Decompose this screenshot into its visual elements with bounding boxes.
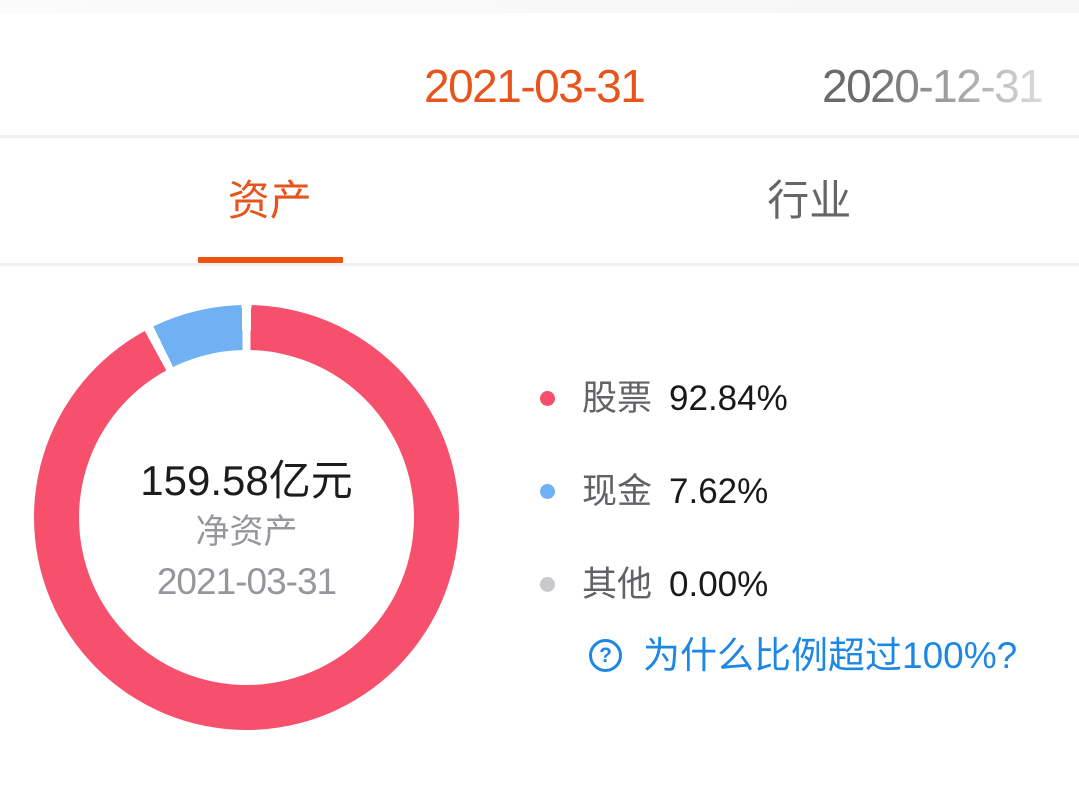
legend-value: 7.62% [669,471,769,511]
legend-label: 股票 [582,378,653,418]
legend-label: 现金 [582,471,653,511]
category-tabs: 资产 行业 [0,138,1079,263]
net-asset-label: 净资产 [195,512,298,551]
top-strip [0,0,1079,14]
other-dot-icon [540,576,555,592]
date-tab-selected[interactable]: 2021-03-31 [424,60,646,112]
date-tab-previous[interactable]: 2020-12-31 [822,60,1044,112]
tab-industry[interactable]: 行业 [767,176,852,224]
tab-assets[interactable]: 资产 [227,176,312,224]
stocks-dot-icon [540,390,555,406]
cash-dot-icon [540,483,555,499]
divider [0,263,1079,266]
active-tab-underline [198,257,343,263]
legend-row-cash: 现金 7.62% [540,471,788,511]
donut-center: 159.58亿元 净资产 2021-03-31 [79,350,414,685]
question-circle-icon: ? [589,639,622,672]
legend-row-stocks: 股票 92.84% [540,378,788,418]
net-asset-date: 2021-03-31 [156,560,337,602]
report-date-selector: 2021-03-31 2020-12-31 [0,13,1079,147]
why-over-100-link[interactable]: ? 为什么比例超过100%? [589,637,1017,674]
chart-legend: 股票 92.84% 现金 7.62% 其他 0.00% [540,378,788,657]
legend-row-other: 其他 0.00% [540,564,788,604]
help-link-text: 为什么比例超过100%? [643,635,1018,676]
legend-value: 0.00% [669,564,769,604]
divider [0,135,1079,138]
legend-value: 92.84% [669,378,788,418]
legend-label: 其他 [582,564,653,604]
net-asset-value: 159.58亿元 [140,457,353,505]
asset-allocation-donut-chart: 159.58亿元 净资产 2021-03-31 [34,305,459,730]
